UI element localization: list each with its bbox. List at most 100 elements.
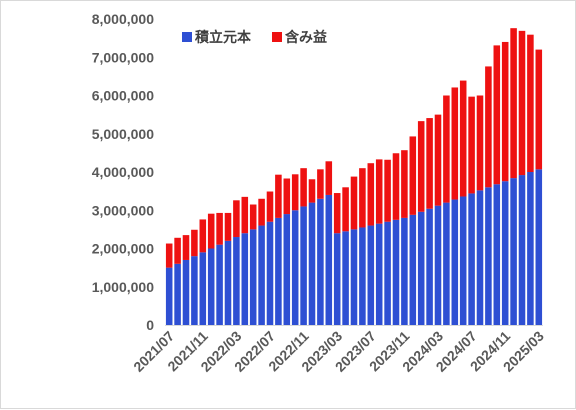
bar-unrealized-gain — [241, 196, 249, 234]
bar-unrealized-gain — [443, 95, 450, 203]
bar-principal — [300, 206, 307, 325]
bar-unrealized-gain — [350, 176, 358, 230]
bar-principal — [510, 178, 517, 325]
bar-principal — [191, 256, 198, 325]
bar-principal — [275, 217, 282, 325]
bar-unrealized-gain — [510, 28, 517, 179]
bar-unrealized-gain — [501, 41, 509, 182]
legend-label: 含み益 — [285, 29, 327, 45]
bar-unrealized-gain — [535, 49, 543, 170]
bar-principal — [174, 263, 181, 325]
bar-principal — [182, 259, 190, 325]
bar-principal — [207, 248, 215, 325]
bar-unrealized-gain — [325, 161, 333, 195]
bar-unrealized-gain — [476, 95, 484, 191]
bar-principal — [493, 184, 501, 325]
legend-label: 積立元本 — [194, 29, 252, 45]
bar-principal — [375, 223, 383, 325]
bar-principal — [468, 193, 475, 325]
bar-unrealized-gain — [182, 235, 190, 260]
bar-unrealized-gain — [207, 213, 215, 249]
bar-principal — [417, 211, 425, 325]
bar-principal — [350, 229, 358, 326]
bar-principal — [443, 202, 450, 325]
bar-unrealized-gain — [459, 80, 467, 197]
y-tick-label: 8,000,000 — [92, 11, 154, 27]
bar-unrealized-gain — [434, 114, 442, 206]
bar-principal — [241, 233, 249, 325]
y-tick-label: 4,000,000 — [92, 164, 154, 180]
y-tick-label: 6,000,000 — [92, 88, 154, 104]
bar-principal — [501, 181, 509, 325]
bar-unrealized-gain — [300, 168, 307, 207]
bar-unrealized-gain — [165, 243, 173, 268]
bar-unrealized-gain — [426, 118, 433, 209]
y-tick-label: 5,000,000 — [92, 126, 154, 142]
bar-principal — [283, 214, 291, 325]
bar-principal — [291, 210, 299, 325]
bar-unrealized-gain — [527, 34, 534, 173]
bar-unrealized-gain — [342, 187, 349, 232]
bar-unrealized-gain — [359, 168, 366, 228]
bar-unrealized-gain — [518, 30, 526, 176]
bar-principal — [535, 169, 543, 325]
legend-swatch — [272, 32, 282, 42]
legend: 積立元本 含み益 — [182, 29, 327, 45]
bar-principal — [308, 202, 316, 325]
bar-unrealized-gain — [375, 159, 383, 224]
y-tick-label: 2,000,000 — [92, 241, 154, 257]
bar-principal — [325, 194, 333, 325]
bar-unrealized-gain — [233, 200, 240, 238]
bar-unrealized-gain — [283, 178, 291, 215]
bar-unrealized-gain — [401, 150, 408, 218]
y-tick-label: 7,000,000 — [92, 49, 154, 65]
bar-unrealized-gain — [308, 179, 316, 203]
y-tick-label: 1,000,000 — [92, 279, 154, 295]
legend-swatch — [182, 32, 192, 42]
bar-unrealized-gain — [275, 174, 282, 218]
bar-principal — [451, 199, 459, 325]
bar-unrealized-gain — [199, 219, 207, 253]
bar-principal — [165, 267, 173, 326]
bar-unrealized-gain — [468, 96, 475, 194]
bar-principal — [527, 172, 534, 325]
bar-principal — [199, 252, 207, 325]
bar-unrealized-gain — [317, 169, 324, 199]
bar-principal — [434, 205, 442, 325]
bar-unrealized-gain — [367, 163, 375, 226]
bar-unrealized-gain — [249, 204, 257, 230]
bar-unrealized-gain — [224, 212, 232, 241]
bar-unrealized-gain — [493, 45, 501, 185]
bar-principal — [426, 208, 433, 325]
bar-unrealized-gain — [485, 66, 492, 188]
bar-principal — [224, 240, 232, 325]
bar-principal — [317, 198, 324, 325]
bar-principal — [409, 214, 417, 325]
y-tick-label: 3,000,000 — [92, 202, 154, 218]
bar-unrealized-gain — [392, 153, 400, 220]
bar-unrealized-gain — [191, 229, 198, 257]
bar-principal — [333, 233, 341, 325]
y-tick-label: 0 — [146, 317, 154, 333]
bar-unrealized-gain — [258, 198, 265, 226]
bar-principal — [359, 227, 366, 325]
bar-principal — [392, 219, 400, 325]
bar-principal — [233, 237, 240, 325]
bar-principal — [258, 225, 265, 325]
bar-principal — [367, 225, 375, 325]
bar-unrealized-gain — [384, 159, 391, 222]
bar-principal — [384, 221, 391, 325]
bar-unrealized-gain — [333, 193, 341, 234]
bar-principal — [401, 217, 408, 325]
bar-principal — [266, 221, 274, 325]
x-axis: 2021/072021/112022/032022/072022/112023/… — [130, 328, 547, 375]
bar-principal — [476, 190, 484, 325]
bar-principal — [216, 244, 223, 325]
bar-principal — [459, 196, 467, 325]
bar-principal — [342, 231, 349, 325]
bar-principal — [485, 187, 492, 325]
bar-unrealized-gain — [409, 136, 417, 215]
bar-unrealized-gain — [174, 237, 181, 264]
